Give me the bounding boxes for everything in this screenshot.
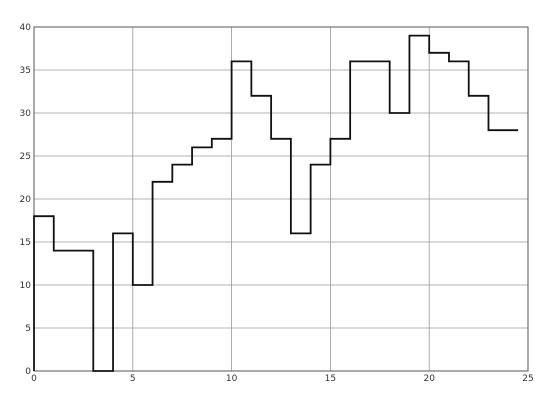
axes: [33, 26, 529, 372]
x-tick-label-20: 20: [423, 374, 435, 384]
y-tick-label-10: 10: [20, 281, 32, 291]
series-layer: [33, 34, 519, 372]
y-tick-label-25: 25: [20, 152, 31, 162]
y-tick-label-15: 15: [20, 238, 31, 248]
series-line-0: [33, 34, 519, 372]
plot-frame: [33, 26, 529, 372]
x-tick-label-15: 15: [325, 374, 336, 384]
tick-labels: 0 5 10 15 20 25 0 5 10 15 20 25 30 35 40: [20, 23, 534, 384]
y-tick-label-5: 5: [25, 324, 31, 334]
y-tick-label-40: 40: [20, 23, 32, 33]
y-tick-label-35: 35: [20, 66, 31, 76]
x-tick-label-5: 5: [130, 374, 136, 384]
y-tick-label-30: 30: [20, 109, 32, 119]
x-tick-label-10: 10: [226, 374, 238, 384]
x-tick-label-25: 25: [522, 374, 533, 384]
x-tick-label-0: 0: [31, 374, 37, 384]
y-tick-label-0: 0: [25, 367, 31, 377]
y-tick-label-20: 20: [20, 195, 32, 205]
